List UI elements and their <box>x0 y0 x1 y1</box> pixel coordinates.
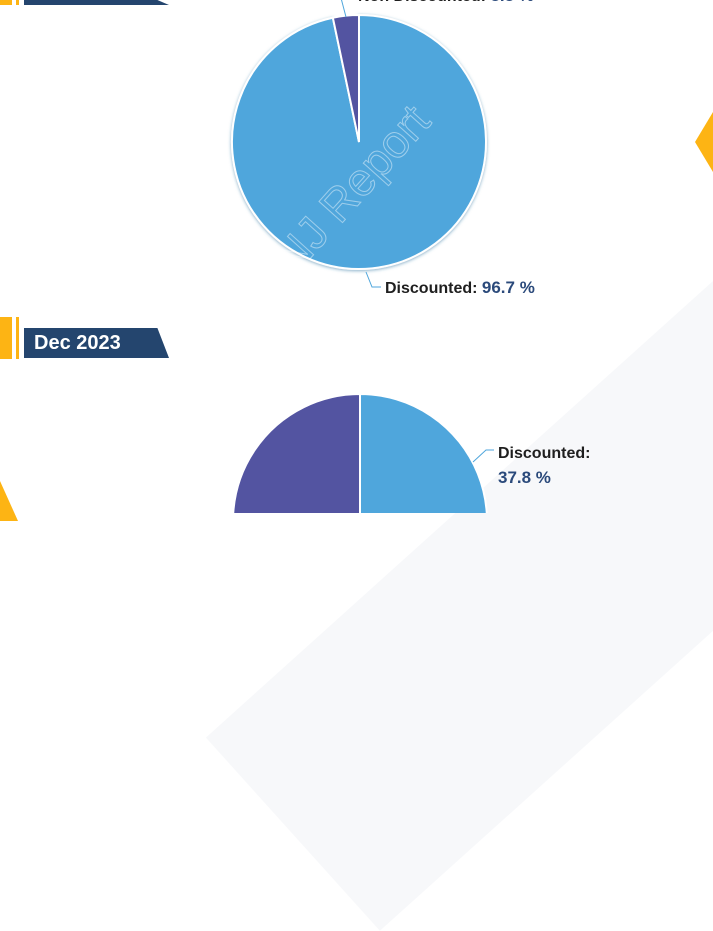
leader-line-discounted-dec-2023 <box>472 449 494 463</box>
leader-line-discounted <box>365 271 381 288</box>
leader-line-non-discounted <box>341 0 347 18</box>
accent-bar-thin <box>16 0 19 5</box>
data-label-discounted-dec-2023: Discounted: <box>498 445 590 462</box>
pie-slice-remainder-dec-2023 <box>232 392 361 513</box>
accent-bar-thin <box>16 317 19 359</box>
pie-charts: DNJ ReportNon Discounted: 3.3 %Discounte… <box>231 0 590 513</box>
accent-bar <box>0 0 12 5</box>
data-label-discounted: Discounted: 96.7 % <box>385 278 535 297</box>
accent-bar <box>0 317 12 359</box>
section-banner <box>24 0 169 5</box>
section-title: Dec 2023 <box>24 328 169 358</box>
pie-slice-discounted-dec-2023 <box>359 392 488 513</box>
data-label-non-discounted: Non Discounted: 3.3 % <box>358 0 534 5</box>
data-value-discounted-dec-2023: 37.8 % <box>498 468 551 487</box>
